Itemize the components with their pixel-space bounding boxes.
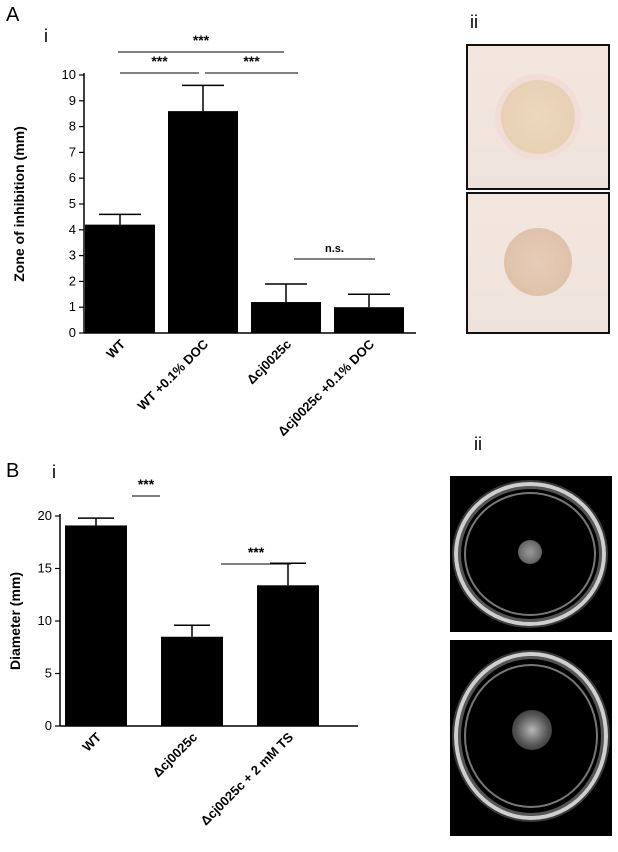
y-tick-label: 5: [69, 196, 76, 211]
y-tick-label: 3: [69, 248, 76, 263]
zone-of-inhibition-chart: 0 1 2 3 4 5 6 7 8 9 10 Zone of inhibition (mm) WT WT …: [11, 32, 416, 439]
petri-dish-rim: [464, 492, 596, 616]
bar: [251, 302, 321, 333]
y-tick-label: 1: [69, 299, 76, 314]
bar: [65, 525, 127, 726]
x-tick-label: WT +0.1% DOC: [134, 336, 211, 413]
y-tick-label: 10: [38, 613, 52, 628]
diameter-chart: 0 5 10 15 20 Diameter (mm) WT Δcj0025cΔcj0025c …: [7, 476, 358, 828]
y-tick-label: 8: [69, 119, 76, 134]
y-tick-label: 15: [38, 561, 52, 576]
motility-plate-top: [450, 476, 612, 632]
panel-a-i-label: i: [44, 26, 48, 46]
panel-a-ii-label: ii: [470, 12, 478, 32]
x-tick-label: WT: [79, 729, 104, 754]
y-tick-label: 10: [62, 67, 76, 82]
y-tick-label: 20: [38, 508, 52, 523]
x-tick-label: Δcj0025c: [150, 730, 200, 780]
y-tick-label: 0: [69, 325, 76, 340]
bar: [257, 585, 319, 726]
y-tick-label: 9: [69, 93, 76, 108]
y-tick-label: 2: [69, 273, 76, 288]
significance-label: ***: [248, 544, 265, 560]
bar: [168, 111, 238, 334]
y-tick-label: 4: [69, 222, 76, 237]
panel-b-ii-label: ii: [474, 434, 482, 454]
y-axis-label: Zone of inhibition (mm): [11, 126, 27, 282]
x-tick-label: Δcj0025c + 2 mM TS: [197, 729, 296, 828]
plate-photo-top: [466, 44, 610, 190]
petri-dish-rim: [464, 664, 598, 808]
bacterial-colony: [512, 710, 552, 750]
bacterial-colony: [518, 540, 542, 564]
bar: [85, 224, 155, 333]
motility-plate-bottom: [450, 640, 612, 836]
significance-label: ***: [243, 53, 260, 69]
x-tick-label: WT: [103, 336, 128, 361]
significance-label: ***: [138, 476, 155, 492]
antibiotic-disc: [504, 228, 572, 296]
x-tick-label: Δcj0025c +0.1% DOC: [275, 336, 378, 439]
x-tick-label: Δcj0025c: [244, 337, 294, 387]
bar: [161, 636, 223, 726]
plate-photo-bottom: [466, 192, 610, 334]
significance-label: n.s.: [325, 243, 344, 255]
bar: [334, 307, 404, 333]
petri-dish: [454, 482, 606, 626]
panel-b-label: B: [6, 460, 20, 482]
petri-dish: [454, 652, 608, 820]
y-tick-label: 5: [45, 666, 52, 681]
antibiotic-disc: [501, 80, 575, 154]
y-tick-label: 7: [69, 144, 76, 159]
significance-label: ***: [193, 32, 210, 48]
y-tick-label: 6: [69, 170, 76, 185]
panel-a-label: A: [6, 4, 20, 26]
significance-label: ***: [151, 53, 168, 69]
panel-b-i-label: i: [52, 462, 56, 482]
y-tick-label: 0: [45, 718, 52, 733]
y-axis-label: Diameter (mm): [7, 572, 23, 670]
